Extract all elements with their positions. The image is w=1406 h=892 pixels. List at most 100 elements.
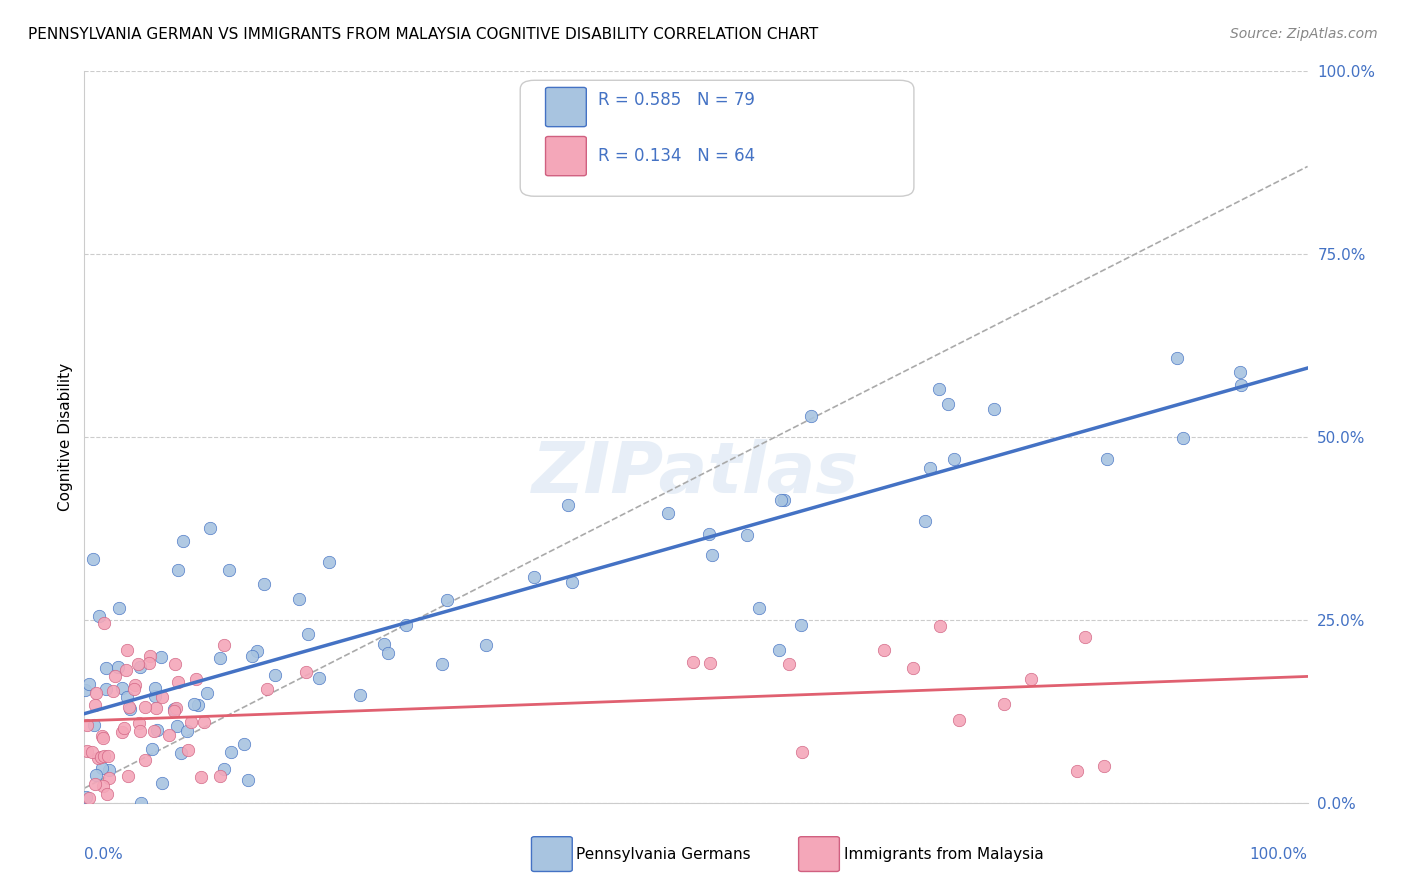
Point — [117, 769, 139, 783]
Point — [256, 682, 278, 697]
Point — [186, 698, 208, 712]
Point — [800, 409, 823, 424]
Point — [167, 563, 190, 577]
Point — [127, 657, 149, 671]
Point — [186, 672, 208, 686]
Y-axis label: Cognitive Disability: Cognitive Disability — [58, 363, 73, 511]
Point — [295, 665, 318, 679]
Point — [195, 686, 218, 700]
Point — [128, 716, 150, 731]
Point — [920, 461, 942, 475]
Point — [93, 615, 115, 630]
Text: Pennsylvania Germans: Pennsylvania Germans — [576, 847, 751, 862]
Point — [790, 618, 813, 632]
Point — [159, 728, 181, 742]
Point — [91, 731, 114, 745]
Point — [209, 769, 232, 783]
Point — [318, 555, 340, 569]
Point — [253, 577, 276, 591]
Point — [129, 660, 152, 674]
Point — [557, 498, 579, 512]
Point — [111, 681, 134, 696]
Point — [682, 655, 704, 669]
Point — [561, 575, 583, 590]
Point — [163, 704, 186, 718]
Point — [474, 638, 496, 652]
Point — [139, 648, 162, 663]
Point — [103, 684, 125, 698]
Point — [1171, 431, 1194, 445]
Point — [83, 777, 105, 791]
Point — [948, 713, 970, 727]
Point — [737, 528, 759, 542]
Point — [91, 729, 114, 743]
Point — [145, 723, 167, 738]
Point — [233, 738, 256, 752]
Point — [166, 718, 188, 732]
Point — [111, 724, 134, 739]
Point — [115, 690, 138, 704]
Point — [308, 671, 330, 685]
Point — [172, 533, 194, 548]
Point — [86, 686, 108, 700]
Point — [872, 643, 894, 657]
Point — [901, 661, 924, 675]
Point — [124, 678, 146, 692]
Point — [183, 697, 205, 711]
Point — [150, 776, 173, 790]
Point — [75, 790, 97, 805]
Point — [165, 701, 187, 715]
Point — [83, 717, 105, 731]
Point — [929, 619, 952, 633]
Point — [697, 527, 720, 541]
Text: Immigrants from Malaysia: Immigrants from Malaysia — [844, 847, 1043, 862]
Point — [96, 787, 118, 801]
Point — [114, 722, 136, 736]
Point — [377, 646, 399, 660]
Text: 100.0%: 100.0% — [1250, 847, 1308, 862]
Point — [82, 552, 104, 566]
Point — [180, 714, 202, 729]
Point — [1066, 764, 1088, 779]
Point — [193, 714, 215, 729]
Point — [77, 677, 100, 691]
Point — [983, 402, 1005, 417]
Point — [80, 745, 103, 759]
Point — [170, 746, 193, 760]
Point — [768, 643, 790, 657]
Point — [90, 749, 112, 764]
Point — [936, 397, 959, 411]
Point — [198, 521, 221, 535]
Point — [94, 661, 117, 675]
Point — [166, 674, 188, 689]
Point — [288, 592, 311, 607]
Point — [219, 745, 242, 759]
Point — [131, 796, 153, 810]
Point — [218, 563, 240, 577]
Point — [263, 668, 285, 682]
Point — [177, 742, 200, 756]
Point — [134, 699, 156, 714]
Point — [773, 492, 796, 507]
Point — [1021, 673, 1043, 687]
Text: ZIPatlas: ZIPatlas — [533, 439, 859, 508]
Point — [118, 699, 141, 714]
Point — [1166, 351, 1188, 365]
Text: Source: ZipAtlas.com: Source: ZipAtlas.com — [1230, 27, 1378, 41]
Point — [114, 664, 136, 678]
Point — [97, 749, 120, 764]
Point — [145, 701, 167, 715]
Point — [141, 741, 163, 756]
Point — [523, 570, 546, 584]
Point — [138, 656, 160, 670]
Point — [246, 644, 269, 658]
Point — [142, 723, 165, 738]
Point — [163, 702, 186, 716]
Point — [1230, 378, 1253, 392]
Point — [1097, 451, 1119, 466]
Text: PENNSYLVANIA GERMAN VS IMMIGRANTS FROM MALAYSIA COGNITIVE DISABILITY CORRELATION: PENNSYLVANIA GERMAN VS IMMIGRANTS FROM M… — [28, 27, 818, 42]
Point — [76, 744, 98, 758]
Point — [190, 770, 212, 784]
Point — [107, 660, 129, 674]
Point — [149, 650, 172, 665]
